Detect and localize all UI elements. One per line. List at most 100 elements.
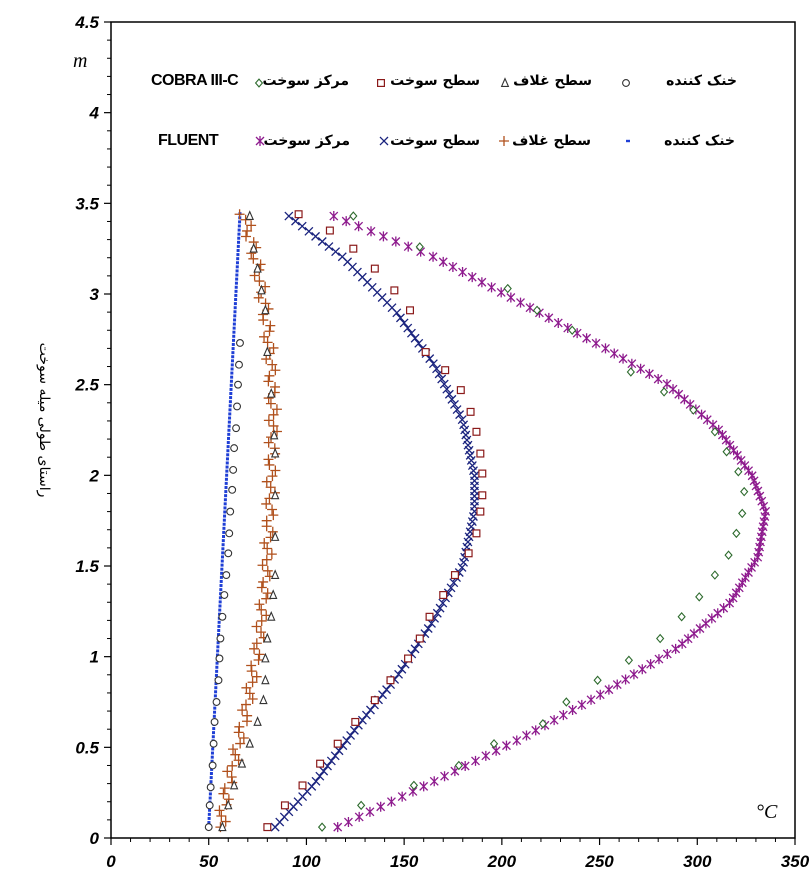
fluent-point [247, 693, 258, 704]
legend-cobra-entry: سطح سوخت [390, 73, 480, 89]
fluent-coolant-point [222, 535, 226, 539]
fluent-coolant-point [222, 530, 226, 534]
fluent-point [442, 384, 452, 394]
fluent-point [386, 796, 396, 807]
cobra-point [503, 283, 512, 294]
fluent-point [736, 455, 746, 466]
fluent-point [423, 624, 433, 633]
fluent-point [342, 736, 352, 746]
x-tick-label: 300 [683, 852, 712, 871]
fluent-coolant-point [210, 755, 214, 759]
fluent-point [270, 381, 281, 392]
fluent-point [263, 376, 274, 387]
fluent-coolant-point [214, 686, 218, 690]
cobra-point [325, 226, 334, 235]
fluent-point [582, 333, 592, 344]
fluent-point [259, 331, 270, 342]
fluent-coolant-point [233, 318, 237, 322]
fluent-coolant-point [228, 400, 232, 404]
fluent-point [253, 292, 264, 303]
cobra-point [333, 739, 342, 748]
cobra-point [208, 761, 217, 770]
fluent-point [604, 684, 614, 695]
fluent-point [591, 338, 601, 349]
cobra-point [406, 306, 415, 315]
fluent-point [491, 745, 501, 756]
cobra-series-2 [263, 210, 487, 832]
cobra-point [738, 508, 747, 519]
fluent-point [496, 287, 506, 298]
fluent-point [256, 582, 267, 593]
fluent-point [695, 623, 705, 634]
cobra-point [740, 486, 749, 497]
fluent-point [242, 225, 253, 236]
cobra-point [280, 801, 289, 810]
cobra-point [222, 571, 231, 580]
fluent-coolant-point [219, 575, 223, 579]
fluent-coolant-point [235, 269, 239, 273]
fluent-coolant-point [229, 387, 233, 391]
cobra-point [245, 210, 254, 220]
fluent-coolant-point [215, 669, 219, 673]
fluent-point [354, 811, 364, 822]
fluent-point [637, 664, 647, 675]
cobra-point [476, 449, 485, 458]
cobra-point [472, 529, 481, 538]
x-tick-label: 350 [781, 852, 810, 871]
fluent-coolant-point [220, 555, 224, 559]
fluent-coolant-point [212, 727, 216, 731]
fluent-point [226, 771, 237, 782]
fluent-coolant-point [220, 559, 224, 563]
fluent-coolant-point [207, 816, 211, 820]
fluent-point [304, 226, 314, 236]
fluent-coolant-point [235, 277, 239, 281]
fluent-point [460, 761, 470, 772]
fluent-point [747, 470, 757, 481]
fluent-coolant-point [226, 441, 230, 445]
fluent-point [218, 788, 229, 799]
fluent-coolant-point [223, 506, 227, 510]
fluent-point [254, 276, 265, 287]
cobra-point [206, 783, 215, 792]
plot-border [110, 21, 796, 839]
fluent-point [251, 638, 262, 649]
fluent-coolant-point [230, 375, 234, 379]
fluent-point [444, 389, 454, 399]
fluent-point [235, 738, 246, 749]
cobra-point [478, 469, 487, 478]
fluent-point [346, 730, 356, 740]
cobra-point [294, 210, 303, 219]
fluent-point [319, 766, 329, 776]
cobra-point [216, 634, 225, 643]
cobra-point [472, 427, 481, 436]
fluent-coolant-point [222, 518, 226, 522]
fluent-coolant-point [229, 396, 233, 400]
fluent-point [595, 689, 605, 700]
fluent-point [395, 313, 405, 323]
cobra-point [270, 531, 280, 541]
cobra-point [441, 366, 450, 375]
fluent-coolant-point [224, 490, 228, 494]
fluent-point [311, 776, 321, 786]
fluent-point [467, 272, 477, 283]
cobra-point [259, 694, 268, 705]
cobra-point [732, 528, 741, 539]
fluent-series-2 [270, 211, 479, 832]
fluent-point [227, 760, 238, 771]
fluent-point [334, 746, 344, 756]
y-tick-label: 4.5 [74, 13, 99, 32]
cobra-point [454, 760, 463, 771]
fluent-point [315, 771, 325, 781]
y-tick-label: 3.5 [75, 194, 99, 213]
fluent-coolant-point [233, 306, 237, 310]
cobra-point [370, 696, 379, 705]
cobra-point [261, 304, 270, 315]
fluent-point [512, 735, 522, 746]
fluent-coolant-point [207, 821, 211, 825]
fluent-coolant-point [216, 645, 220, 649]
fluent-coolant-point [217, 628, 221, 632]
fluent-point [330, 751, 340, 761]
fluent-point [544, 312, 554, 323]
cobra-point [489, 738, 499, 749]
fluent-coolant-point [227, 428, 231, 432]
